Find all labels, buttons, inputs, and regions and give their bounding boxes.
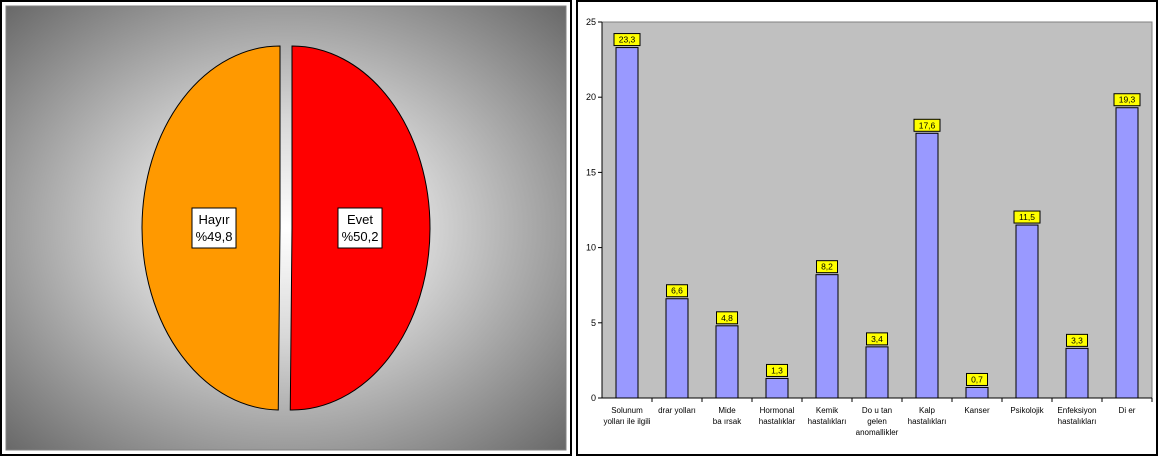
pie-label-evet: Evet %50,2	[337, 207, 383, 249]
bar-data-label: 0,7	[966, 372, 988, 386]
svg-text:11,5: 11,5	[1019, 212, 1035, 222]
bar-data-label: 1,3	[766, 363, 788, 377]
bar	[765, 377, 789, 399]
bar	[965, 386, 989, 399]
x-category-label: drar yolları	[658, 406, 696, 415]
x-category-label: hastalıkları	[908, 417, 947, 426]
bar-data-label: 11,5	[1013, 210, 1041, 224]
svg-text:3,4: 3,4	[871, 334, 883, 344]
y-tick-label: 0	[591, 393, 596, 403]
bar	[915, 132, 939, 399]
svg-text:19,3: 19,3	[1119, 95, 1136, 105]
y-tick-label: 25	[586, 17, 596, 27]
svg-text:23,3: 23,3	[619, 35, 636, 45]
pie-plot-area	[5, 5, 567, 451]
bar-data-label: 4,8	[716, 311, 738, 325]
pie-label-hayir: Hayır %49,8	[191, 207, 237, 249]
bar	[665, 298, 689, 399]
svg-text:6,6: 6,6	[671, 286, 683, 296]
y-tick-label: 5	[591, 318, 596, 328]
bar-data-label: 3,3	[1066, 333, 1088, 347]
svg-text:3,3: 3,3	[1071, 335, 1083, 345]
bar	[1115, 107, 1139, 399]
x-category-label: hastalıkları	[1058, 417, 1097, 426]
x-category-label: Kemik	[816, 406, 839, 415]
pie-category-label: Hayır	[198, 212, 230, 227]
svg-text:1,3: 1,3	[771, 365, 783, 375]
pie-category-label: Evet	[347, 212, 373, 227]
pie-chart-panel: Hayır %49,8 Evet %50,2	[0, 0, 572, 456]
x-category-label: yolları ile ilgili	[603, 417, 650, 426]
x-category-label: Solunum	[611, 406, 643, 415]
x-category-label: Hormonal	[760, 406, 795, 415]
bar-chart-panel: 0 5 10 15 20 25 23,3 Solunum yolları ile ilgili 6…	[576, 0, 1158, 456]
x-category-label: hastalıklar	[759, 417, 796, 426]
bar-data-label: 23,3	[613, 33, 641, 47]
svg-text:0,7: 0,7	[971, 374, 983, 384]
x-category-label: Do u tan	[862, 406, 892, 415]
x-category-label: anomallikler	[856, 428, 899, 437]
pie-value-label: %50,2	[342, 229, 379, 244]
bar-data-label: 17,6	[913, 118, 941, 132]
x-category-label: hastalıkları	[808, 417, 847, 426]
bar	[715, 325, 739, 399]
x-category-label: Psikolojik	[1010, 406, 1044, 415]
svg-text:8,2: 8,2	[821, 262, 833, 272]
x-category-label: Di er	[1119, 406, 1136, 415]
x-category-label: Kalp	[919, 406, 936, 415]
bar	[815, 274, 839, 399]
y-tick-label: 20	[586, 92, 596, 102]
bar	[1015, 224, 1039, 399]
x-category-label: ba ırsak	[713, 417, 742, 426]
bar	[1065, 347, 1089, 399]
bar	[615, 47, 639, 399]
x-category-label: Mide	[718, 406, 736, 415]
svg-text:4,8: 4,8	[721, 313, 733, 323]
bar-data-label: 19,3	[1113, 93, 1141, 107]
y-tick-label: 15	[586, 167, 596, 177]
bar-data-label: 8,2	[816, 260, 838, 274]
bar-chart: 0 5 10 15 20 25 23,3 Solunum yolları ile ilgili 6…	[586, 17, 1153, 437]
x-category-label: gelen	[867, 417, 887, 426]
bar	[865, 346, 889, 399]
x-category-label: Enfeksiyon	[1057, 406, 1096, 415]
y-tick-label: 10	[586, 243, 596, 253]
bar-data-label: 3,4	[866, 332, 888, 346]
x-category-label: Kanser	[964, 406, 990, 415]
pie-chart: Hayır %49,8 Evet %50,2	[5, 5, 567, 451]
bar-data-label: 6,6	[666, 284, 688, 298]
pie-value-label: %49,8	[196, 229, 233, 244]
svg-text:17,6: 17,6	[919, 120, 936, 130]
